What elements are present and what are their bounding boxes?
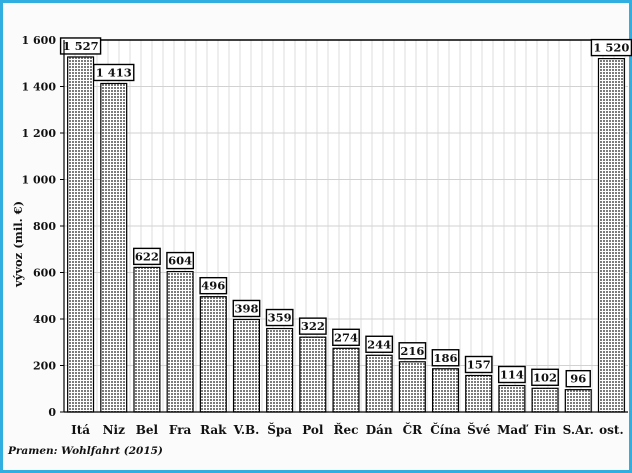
value-label-box xyxy=(565,369,591,388)
value-label: 186 xyxy=(434,351,458,365)
value-label-box xyxy=(398,342,427,360)
y-axis-ticks: 0 200 400 600 800 1 000 1 200 1 400 1 600 xyxy=(22,34,64,419)
bar xyxy=(431,368,460,413)
category-label: ost. xyxy=(599,423,623,437)
y-tick-label: 400 xyxy=(33,313,56,326)
y-tick-label: 1 400 xyxy=(22,81,57,94)
value-label-box xyxy=(497,365,526,384)
value-label: 359 xyxy=(268,311,292,325)
category-label: Dán xyxy=(366,423,393,437)
value-label-box xyxy=(531,368,559,386)
source-note: Pramen: Wohlfahrt (2015) xyxy=(8,445,163,457)
value-label: 496 xyxy=(201,279,225,293)
value-label: 274 xyxy=(334,330,358,344)
value-label-box xyxy=(133,247,161,266)
category-label: ČR xyxy=(403,421,424,437)
y-axis-label: vývoz (mil. €) xyxy=(11,201,25,288)
category-label: Švé xyxy=(467,421,491,437)
y-tick-label: 1 200 xyxy=(22,127,57,140)
value-label: 157 xyxy=(467,357,491,371)
value-label-box xyxy=(464,355,493,374)
value-label-box xyxy=(265,308,294,327)
value-labels: 1 527 1 413 622 604 496 398 359 322 274 244 216 186… xyxy=(59,37,632,388)
category-label: Fin xyxy=(534,423,556,437)
bar xyxy=(232,318,261,413)
value-label: 322 xyxy=(301,319,325,333)
category-label: Řec xyxy=(334,422,359,437)
y-tick-label: 1 000 xyxy=(22,174,57,187)
category-labels: Itá Niz Bel Fra Rak V.B. Špa Pol Řec Dán ČR Čína Švé… xyxy=(71,421,624,437)
y-tick-label: 0 xyxy=(48,406,56,419)
bar xyxy=(465,374,493,413)
value-label-box xyxy=(298,317,327,335)
category-label: Maď xyxy=(497,423,529,437)
category-label: Itá xyxy=(71,423,90,437)
value-label-box xyxy=(59,37,102,55)
value-label: 1 413 xyxy=(96,65,132,79)
value-label: 96 xyxy=(570,372,586,386)
bar xyxy=(100,82,128,413)
category-label: Pol xyxy=(302,423,324,437)
category-label: V.B. xyxy=(233,423,260,437)
value-label-box xyxy=(166,251,195,270)
category-label: Niz xyxy=(103,423,126,437)
value-label: 622 xyxy=(135,249,159,263)
value-label-box xyxy=(199,276,228,295)
y-tick-label: 600 xyxy=(33,267,56,280)
value-label-box xyxy=(590,38,632,57)
category-label: Čína xyxy=(430,421,461,437)
bar xyxy=(498,384,526,413)
bar xyxy=(166,270,194,413)
value-label-box xyxy=(232,299,261,318)
bar xyxy=(199,296,227,413)
category-label: Bel xyxy=(136,423,159,437)
bar xyxy=(531,387,559,413)
category-label: Rak xyxy=(200,423,227,437)
bar xyxy=(398,361,426,413)
y-tick-label: 200 xyxy=(33,360,56,373)
value-label: 1 520 xyxy=(593,41,629,55)
y-tick-label: 800 xyxy=(33,220,56,233)
value-label-box xyxy=(431,349,460,367)
y-tick-label: 1 600 xyxy=(22,34,57,47)
value-label: 114 xyxy=(500,367,524,381)
category-label: Špa xyxy=(267,421,292,437)
value-label: 244 xyxy=(367,337,391,351)
bar xyxy=(564,389,592,413)
category-label: Fra xyxy=(169,423,192,437)
value-label-box xyxy=(93,63,135,82)
bar xyxy=(133,266,161,413)
value-label: 102 xyxy=(533,370,557,384)
value-label: 398 xyxy=(234,301,258,315)
bar xyxy=(266,327,294,413)
bar xyxy=(365,354,393,413)
value-label-box xyxy=(332,328,360,346)
category-label: S.Ar. xyxy=(563,423,594,437)
value-label: 1 527 xyxy=(63,39,99,53)
value-label-box xyxy=(365,335,394,353)
bar xyxy=(299,336,327,413)
bar xyxy=(332,347,360,413)
bar xyxy=(597,57,625,413)
bar xyxy=(67,56,95,413)
value-label: 216 xyxy=(400,344,424,358)
value-label: 604 xyxy=(168,254,192,268)
